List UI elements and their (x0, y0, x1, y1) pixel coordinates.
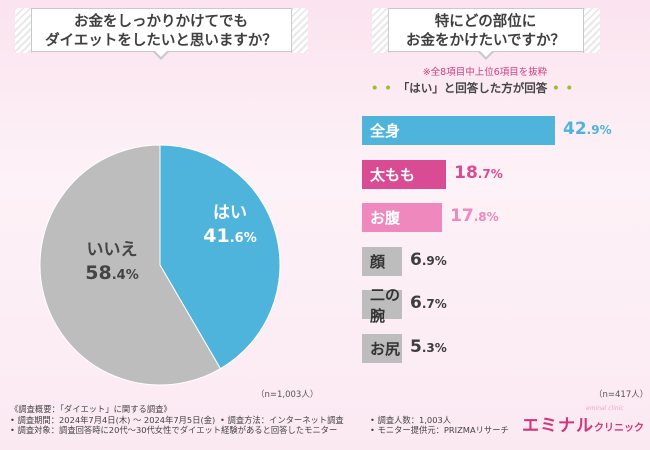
logo-main: エミナル (522, 416, 594, 436)
logo-sub: クリニック (594, 423, 644, 434)
bar-value-dec: .8 (473, 210, 487, 224)
right-question-bubble: 特にどの部位に お金をかけたいですか？ (371, 7, 600, 60)
footer-count: • 調査人数：1,003人 (370, 414, 452, 425)
bar-label: 全身 (370, 122, 401, 140)
footer-overview: 《調査概要：「ダイエット」に関する調査》 (10, 404, 172, 414)
dots-right-icon: • • (547, 81, 574, 95)
bar-label: お腹 (370, 209, 401, 227)
bar-value: 6.7% (410, 293, 447, 313)
left-question-bubble: お金をしっかりかけてでも ダイエットをしたいと思いますか？ (14, 7, 308, 60)
bar-value: 6.9% (410, 250, 447, 270)
bar-4: 二の腕 (362, 286, 402, 325)
footer: 《調査概要：「ダイエット」に関する調査》 • 調査期間：2024年7月4日(木)… (10, 404, 509, 436)
bar-value-dec: .7 (421, 297, 435, 311)
bar-value: 17.8% (450, 206, 499, 226)
bar-value: 18.7% (454, 163, 503, 183)
pie-label-no-name: いいえ (86, 240, 138, 260)
footer-provider: • モニター提供元：PRIZMAリサーチ (370, 425, 509, 436)
bar-label: 太もも (370, 165, 416, 184)
bar-value-int: 5 (410, 336, 422, 357)
bar-value-dec: .9 (586, 123, 600, 137)
pie-label-yes-value: 41.6% (195, 225, 265, 247)
bar-3: 顔 (362, 246, 402, 276)
subheading-text: 「はい」と回答した方が回答 (397, 81, 548, 95)
bar-value: 42.9% (563, 119, 612, 139)
right-note: ※全8項目中上位6項目を抜粋 (422, 67, 548, 78)
pie-no-int: 58 (85, 262, 112, 284)
bar-value-unit: % (434, 253, 447, 268)
bar-label: 二の腕 (370, 285, 401, 325)
bar-value-dec: .9 (421, 253, 435, 268)
pie-label-yes: はい 41.6% (195, 198, 265, 247)
bar-value-int: 17 (450, 206, 474, 226)
right-question-line1: 特にどの部位に (434, 14, 537, 30)
pie-label-no-value: 58.4% (72, 262, 152, 284)
pie-no-dec: .4 (111, 268, 126, 283)
footer-method: • 調査方法：インターネット調査 (220, 414, 344, 425)
bar-value-unit: % (486, 210, 499, 224)
footer-row-1: • 調査期間：2024年7月4日(木) ～ 2024年7月5日(金) • 調査方法… (10, 415, 509, 426)
bar-value-dec: .3 (421, 340, 435, 355)
dots-left-icon: • • (371, 81, 398, 95)
pie-label-no: いいえ 58.4% (72, 235, 152, 284)
footer-period: • 調査期間：2024年7月4日(木) ～ 2024年7月5日(金) (10, 414, 216, 425)
pie-slice-yes (159, 144, 281, 370)
bar-value-unit: % (434, 340, 447, 355)
pie-no-unit: % (125, 268, 139, 283)
bar-value-int: 42 (563, 119, 587, 139)
bar-value-unit: % (434, 297, 447, 311)
bar-value: 5.3% (410, 337, 447, 357)
bar-value-unit: % (599, 123, 612, 137)
left-question-line2: ダイエットをしたいと思いますか？ (45, 33, 277, 49)
bar-2: お腹 (362, 203, 443, 232)
footer-row-2: • 調査対象：調査回答時に20代～30代女性でダイエット経験があると回答したモニ… (10, 425, 509, 436)
bar-value-dec: .7 (477, 166, 491, 181)
right-sample-note: （n=417人） (594, 390, 649, 400)
pie-yes-int: 41 (203, 225, 230, 247)
bar-5: お尻 (362, 333, 402, 363)
bubble-tail (476, 50, 495, 60)
logo: エミナルクリニック (522, 411, 644, 436)
bar-value-unit: % (490, 166, 503, 181)
bar-value-int: 18 (454, 162, 478, 183)
right-subheading: • • 「はい」と回答した方が回答 • • (360, 80, 585, 96)
pie-yes-unit: % (243, 231, 257, 246)
bar-value-int: 6 (410, 249, 422, 270)
logo-english: eminal clinic (586, 405, 624, 412)
bar-value-int: 6 (410, 293, 422, 313)
footer-target: • 調査対象：調査回答時に20代～30代女性でダイエット経験があると回答したモニ… (10, 425, 338, 436)
pie-yes-dec: .6 (229, 231, 244, 246)
bar-1: 太もも (362, 159, 447, 189)
bubble-tail (152, 50, 170, 60)
bar-0: 全身 (362, 116, 555, 145)
right-question-line2: お金をかけたいですか？ (405, 33, 566, 49)
left-sample-note: （n=1,003人） (256, 390, 319, 400)
left-question-line1: お金をしっかりかけてでも (74, 14, 248, 30)
bar-label: お尻 (370, 339, 401, 358)
pie-label-yes-name: はい (213, 203, 247, 223)
bar-label: 顔 (370, 252, 386, 271)
